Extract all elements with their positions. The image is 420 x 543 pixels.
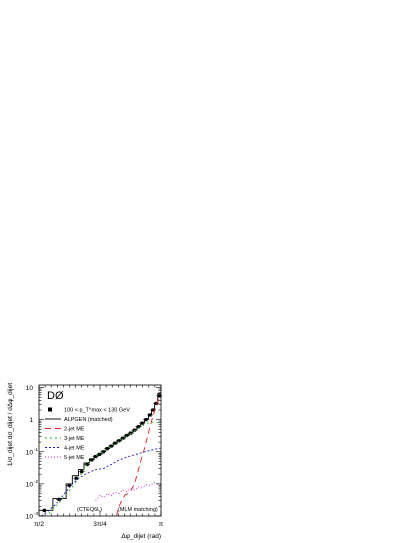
data-point <box>144 418 148 422</box>
legend-label: 2-jet ME <box>64 427 85 433</box>
data-point <box>151 408 155 412</box>
plot-frame <box>38 384 162 517</box>
annotation-matching: (MLM matching) <box>118 507 158 513</box>
data-point <box>74 476 78 480</box>
data-point <box>80 470 84 474</box>
data-point <box>148 413 152 417</box>
x-axis-title: Δφ_dijet (rad) <box>121 533 161 540</box>
data-point <box>85 462 89 467</box>
data-point <box>67 483 71 487</box>
series-line <box>95 482 161 501</box>
data-point <box>109 444 113 448</box>
series-line <box>48 421 161 514</box>
legend-label: 4-jet ME <box>64 446 85 452</box>
legend-label: ALPGEN (matched) <box>64 417 113 423</box>
data-point <box>57 497 61 501</box>
y-tick-exponent: -2 <box>34 479 38 484</box>
series-5-jet-me <box>95 482 161 501</box>
series-3-jet-me <box>48 421 161 514</box>
data-point <box>94 454 98 459</box>
y-tick-label: 10 <box>26 449 34 456</box>
y-tick-label: 10 <box>26 514 34 521</box>
data-point <box>157 394 161 398</box>
data-point <box>105 447 109 451</box>
data-point <box>101 450 106 454</box>
y-tick-label: 1 <box>29 417 33 424</box>
x-tick-label: 3π/4 <box>93 521 107 528</box>
y-tick-label: 10 <box>26 385 34 392</box>
legend-label: 5-jet ME <box>64 455 85 461</box>
x-tick-label: π <box>159 521 164 528</box>
series-alpgen-matched- <box>39 393 161 511</box>
series-line <box>116 395 161 517</box>
experiment-label: DØ <box>47 390 64 402</box>
data-point <box>90 458 94 462</box>
step-line <box>39 393 161 511</box>
series-line <box>41 447 161 517</box>
annotation-pdf: (CTEQ6L) <box>77 507 102 513</box>
y-axis-title: 1/σ_dijet dσ_dijet / dΔφ_dijet <box>7 383 14 466</box>
series-2-jet-me <box>116 395 161 517</box>
legend-label: 3-jet ME <box>64 436 85 442</box>
y-tick-label: 10 <box>26 481 34 488</box>
legend-label: 100 < p_T^max < 130 GeV <box>64 408 130 414</box>
x-tick-label: π/2 <box>34 521 44 528</box>
series-4-jet-me <box>41 447 161 517</box>
series-layer <box>39 393 163 517</box>
legend-marker <box>48 407 52 412</box>
y-tick-exponent: -1 <box>34 447 38 452</box>
y-tick-exponent: -3 <box>34 511 38 516</box>
data-point <box>97 452 102 456</box>
